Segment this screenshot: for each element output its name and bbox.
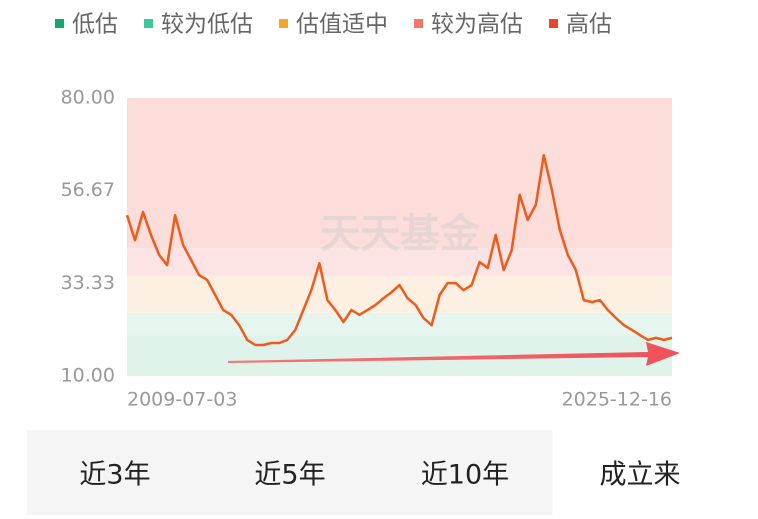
y-tick-label: 56.67 [61, 179, 115, 201]
tab-bg[interactable] [377, 430, 553, 515]
valuation-band [127, 312, 672, 336]
tab-label[interactable]: 成立来 [600, 460, 681, 491]
valuation-band [127, 248, 672, 276]
tab-label[interactable]: 近3年 [79, 460, 150, 491]
tab-bg[interactable] [27, 430, 203, 515]
trend-arrow [228, 342, 680, 366]
valuation-band [127, 98, 672, 249]
y-tick-label: 33.33 [61, 272, 115, 294]
legend-label: 高估 [566, 12, 612, 38]
tab[interactable]: 成立来 [552, 430, 728, 515]
legend-label: 较为低估 [161, 12, 253, 38]
watermark: 天天基金 [320, 210, 481, 257]
tab-label[interactable]: 近10年 [421, 460, 509, 491]
pe-line [125, 153, 673, 347]
legend-label: 估值适中 [296, 12, 388, 38]
tab[interactable]: 近10年 [377, 430, 553, 515]
legend-swatch [55, 19, 64, 28]
y-tick-label: 10.00 [61, 365, 115, 387]
tab[interactable]: 近5年 [202, 430, 378, 515]
legend-swatch [144, 19, 153, 28]
x-tick-label: 2009-07-03 [127, 389, 237, 411]
x-tick-label: 2025-12-16 [562, 389, 672, 411]
tab[interactable]: 近3年 [27, 430, 203, 515]
legend-swatch [414, 19, 423, 28]
legend-label: 较为高估 [431, 12, 523, 38]
legend-swatch [279, 19, 288, 28]
tab-label[interactable]: 近5年 [254, 460, 325, 491]
tab-bg[interactable] [202, 430, 378, 515]
legend-swatch [549, 19, 558, 28]
tab-bg[interactable] [552, 430, 728, 515]
legend-label: 低估 [72, 12, 118, 38]
y-tick-label: 80.00 [61, 87, 115, 109]
